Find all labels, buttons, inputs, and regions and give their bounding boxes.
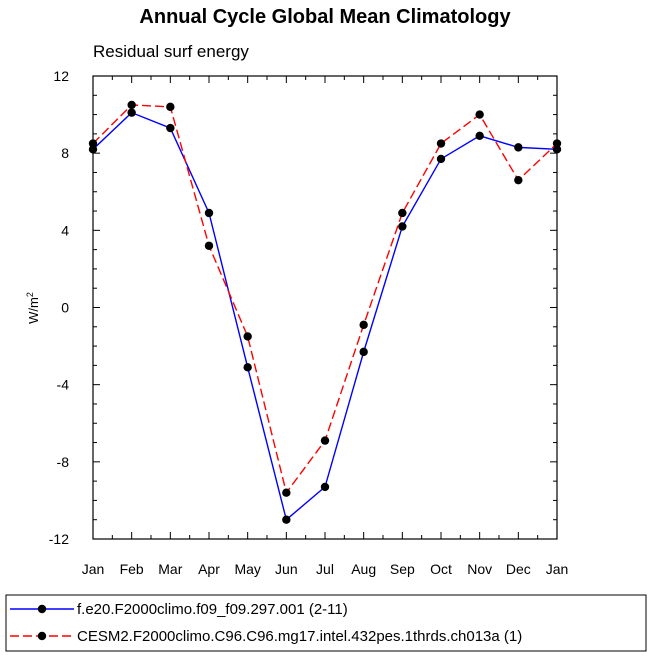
x-tick-label: Nov (467, 561, 492, 577)
series-1-point (166, 123, 175, 133)
series-1-point (475, 131, 484, 141)
tick-layer (92, 75, 558, 540)
series-2-point (514, 175, 523, 185)
svg-text:W/m2: W/m2 (25, 292, 41, 324)
series-1-point (127, 108, 136, 117)
legend: f.e20.F2000climo.f09_f09.297.001 (2-11) C… (5, 594, 647, 652)
y-axis-label: W/m2 (25, 292, 41, 324)
y-tick-label: 4 (61, 222, 69, 238)
series-1-point (204, 208, 214, 218)
series-1-point (359, 347, 368, 357)
x-tick-label: Aug (351, 561, 376, 577)
x-tick-label: Apr (198, 561, 220, 577)
x-tick-label: Jul (316, 561, 334, 577)
series-1-point (398, 222, 407, 231)
series-1-point (514, 143, 523, 152)
series-2-point (166, 102, 175, 112)
x-tick-label: Jan (82, 561, 105, 577)
y-tick-label: 0 (61, 300, 69, 316)
legend-marker-1 (37, 604, 47, 614)
x-tick-label: May (234, 561, 260, 577)
x-tick-label: Dec (506, 561, 531, 577)
legend-marker-2 (37, 631, 47, 641)
series-2-point (282, 488, 291, 497)
y-tick-label: 8 (61, 145, 69, 161)
series-line-1 (92, 111, 558, 521)
series-2-point (320, 436, 330, 445)
legend-label-1: f.e20.F2000climo.f09_f09.297.001 (2-11) (77, 601, 348, 618)
x-tick-label: Jan (546, 561, 569, 577)
series-1-point (320, 482, 330, 492)
series-2-point (475, 110, 484, 119)
x-tick-label: Feb (120, 561, 144, 577)
series-2-point (398, 208, 407, 218)
y-tick-label: 12 (53, 68, 69, 84)
chart-subtitle: Residual surf energy (93, 42, 249, 61)
series-line-2 (92, 104, 558, 495)
series-2-point (359, 320, 368, 330)
series-2-point (243, 332, 252, 341)
x-tick-label: Mar (158, 561, 182, 577)
series-2-point (436, 139, 446, 148)
y-axis-label-text: W/m (26, 297, 41, 324)
series-2-point (204, 241, 214, 250)
series-1-point (243, 363, 252, 372)
y-tick-label: -8 (57, 454, 70, 470)
x-tick-label: Oct (430, 561, 452, 577)
legend-label-2: CESM2.F2000climo.C96.C96.mg17.intel.432p… (77, 628, 522, 645)
tick-label-layer: Jan Feb Mar Apr May Jun Jul Aug Sep Oct Nov Dec Jan-… (49, 68, 569, 577)
legend-entries: f.e20.F2000climo.f09_f09.297.001 (2-11) C… (10, 601, 522, 645)
series-1-point (282, 515, 291, 524)
y-tick-label: -4 (57, 377, 70, 393)
y-tick-label: -12 (49, 531, 69, 547)
x-tick-label: Sep (390, 561, 415, 577)
chart-title: Annual Cycle Global Mean Climatology (139, 6, 511, 28)
plot-frame (92, 75, 558, 540)
x-tick-label: Jun (275, 561, 298, 577)
y-axis-label-superscript: 2 (25, 292, 35, 297)
legend-box (5, 594, 647, 652)
series-2-point (127, 100, 136, 110)
series-layer (88, 100, 562, 524)
series-1-point (436, 154, 446, 164)
